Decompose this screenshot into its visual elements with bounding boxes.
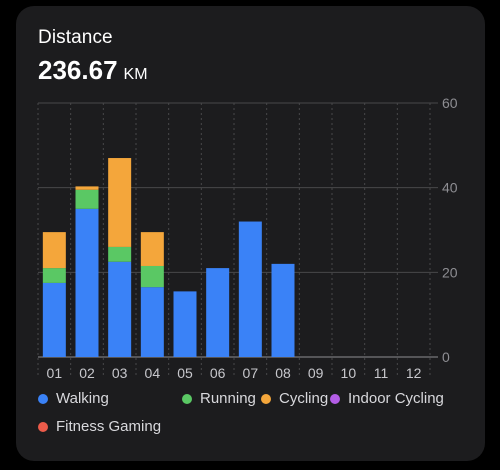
bar-segment-running[interactable]: [42, 268, 66, 283]
x-tick-label: 06: [210, 365, 226, 381]
x-tick-label: 10: [341, 365, 357, 381]
y-tick-label: 20: [442, 264, 458, 280]
x-tick-label: 12: [406, 365, 422, 381]
chart-bars: [42, 158, 295, 357]
bar-segment-running[interactable]: [140, 265, 164, 288]
legend-label: Walking: [56, 390, 109, 407]
x-tick-label: 02: [79, 365, 95, 381]
y-tick-label: 40: [442, 180, 458, 196]
bar-segment-cycling[interactable]: [140, 232, 164, 266]
total-distance-value: 236.67: [38, 55, 118, 85]
legend-label: Fitness Gaming: [56, 418, 162, 435]
legend-swatch: [38, 393, 48, 404]
legend-swatch: [182, 393, 192, 404]
bar-segment-cycling[interactable]: [42, 232, 66, 269]
x-axis: 01 02 03 04 05 06 07 08 09 10 11 12: [47, 365, 422, 381]
x-tick-label: 07: [243, 365, 259, 381]
legend-item-cycling: Cycling: [261, 390, 328, 407]
card-title: Distance: [38, 27, 113, 48]
total-distance: 236.67 KM: [38, 55, 148, 86]
legend-item-running: Running: [182, 390, 256, 407]
y-tick-label: 60: [442, 95, 458, 111]
x-tick-label: 03: [112, 365, 128, 381]
x-tick-label: 11: [374, 365, 389, 381]
bar-segment-walking[interactable]: [173, 291, 197, 357]
bar-segment-cycling[interactable]: [108, 158, 132, 247]
distance-card[interactable]: Distance 236.67 KM 0 20 40 60 01 02 03 04 05 06 0…: [16, 6, 485, 461]
bar-segment-walking[interactable]: [271, 263, 295, 357]
bar-segment-walking[interactable]: [206, 268, 230, 357]
legend-swatch: [38, 421, 48, 432]
bar-segment-running[interactable]: [75, 189, 99, 209]
legend-item-fitness-gaming: Fitness Gaming: [38, 418, 161, 435]
bar-segment-walking[interactable]: [238, 221, 262, 357]
bar-segment-walking[interactable]: [108, 261, 132, 357]
x-tick-label: 09: [308, 365, 324, 381]
legend-item-walking: Walking: [38, 390, 109, 407]
y-axis: 0 20 40 60: [442, 95, 458, 365]
chart-legend: Walking Running Cycling Indoor Cycling Fitne…: [38, 390, 478, 450]
total-distance-unit: KM: [123, 66, 148, 83]
legend-swatch: [261, 393, 271, 404]
x-tick-label: 08: [275, 365, 291, 381]
x-tick-label: 04: [145, 365, 161, 381]
bar-segment-walking[interactable]: [42, 282, 66, 357]
legend-item-indoor-cycling: Indoor Cycling: [330, 390, 444, 407]
legend-label: Indoor Cycling: [348, 390, 444, 407]
legend-label: Cycling: [279, 390, 329, 407]
y-tick-label: 0: [442, 349, 450, 365]
bar-segment-walking[interactable]: [75, 208, 99, 357]
x-tick-label: 05: [177, 365, 193, 381]
distance-bar-chart: 0 20 40 60 01 02 03 04 05 06 07 08 09 10 11 12: [37, 95, 458, 381]
bar-segment-walking[interactable]: [140, 287, 164, 357]
x-tick-label: 01: [47, 365, 63, 381]
chart-grid: [37, 102, 438, 377]
bar-segment-cycling[interactable]: [75, 186, 99, 190]
bar-segment-running[interactable]: [108, 246, 132, 262]
legend-label: Running: [200, 390, 256, 407]
legend-swatch: [330, 393, 340, 404]
